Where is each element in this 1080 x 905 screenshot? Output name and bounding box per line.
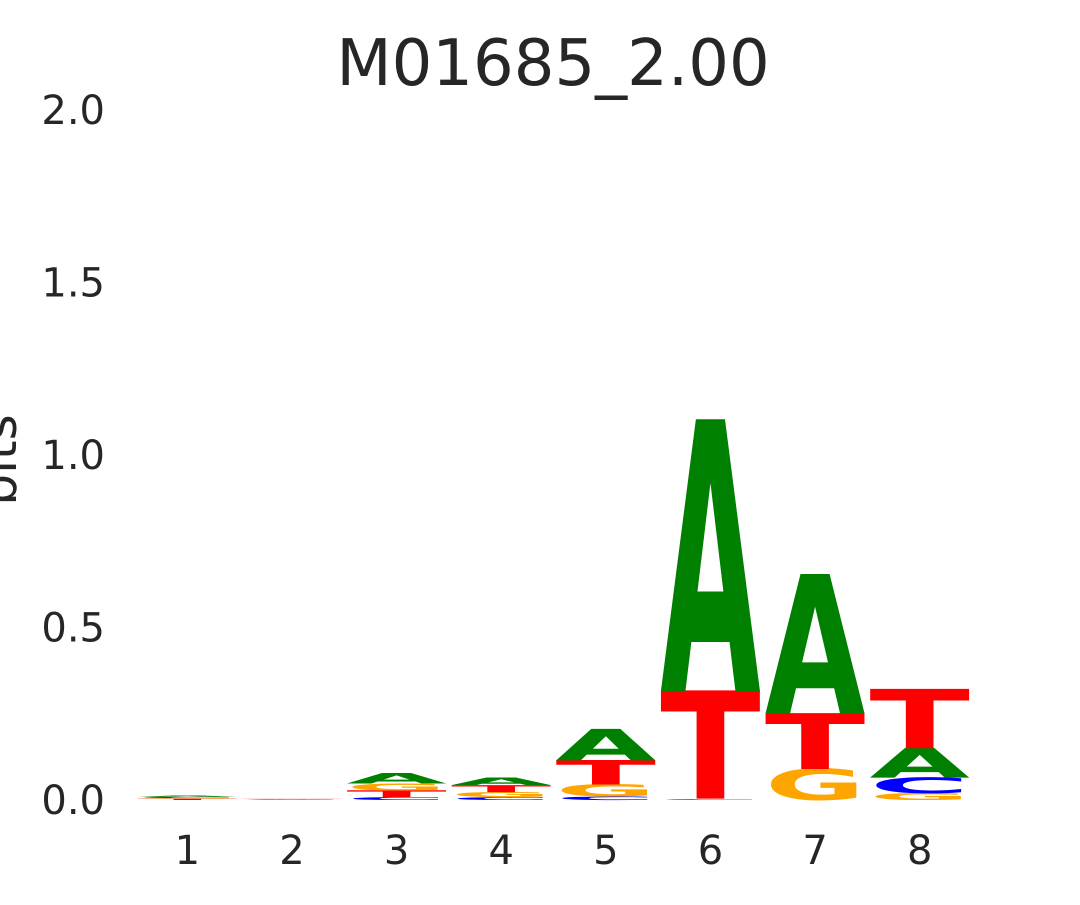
x-tick-label: 3	[384, 828, 409, 874]
logo-letter-A: A	[660, 344, 761, 780]
chart-title: M01685_2.00	[336, 27, 769, 101]
x-tick-label: 8	[907, 828, 932, 874]
logo-letter-A: A	[765, 536, 865, 760]
y-axis-label: bits	[0, 414, 28, 505]
y-tick-label: 0.5	[41, 606, 105, 652]
logo-letter-T: T	[869, 674, 969, 768]
x-tick-label: 5	[593, 828, 618, 874]
logo-letter-A: A	[556, 720, 657, 770]
logo-letter-A: A	[346, 770, 446, 787]
y-tick-label: 1.5	[41, 261, 105, 307]
y-tick-label: 1.0	[41, 433, 105, 479]
logo-column-7: GTA	[765, 536, 865, 811]
x-tick-label: 1	[175, 828, 200, 874]
x-axis-ticks: 1 2 3 4 5 6 7 8	[175, 828, 933, 874]
logo-letter-A: A	[451, 775, 551, 787]
logo-letter-A: A	[137, 795, 237, 797]
x-tick-label: 6	[698, 828, 723, 874]
x-tick-label: 4	[488, 828, 513, 874]
y-tick-label: 2.0	[41, 88, 105, 134]
y-axis-ticks: 0.0 0.5 1.0 1.5 2.0	[41, 88, 105, 824]
x-tick-label: 7	[802, 828, 827, 874]
x-tick-label: 2	[279, 828, 304, 874]
y-tick-label: 0.0	[41, 778, 105, 824]
